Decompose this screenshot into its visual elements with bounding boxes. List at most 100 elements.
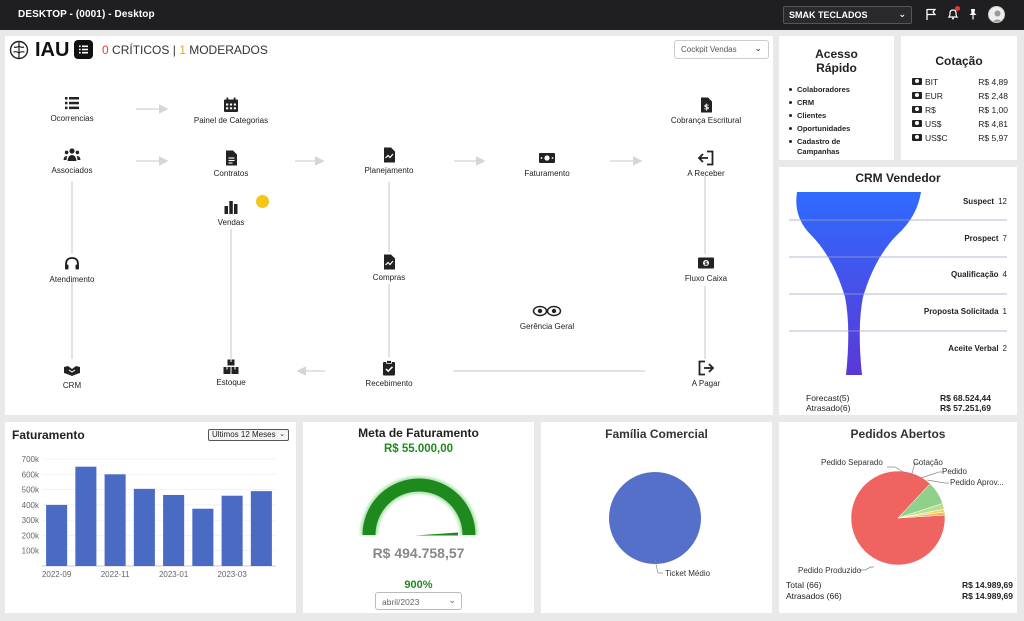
pie-slice-ticket-medio[interactable] [609, 472, 701, 564]
chevron-down-icon: ⌄ [279, 431, 285, 438]
pedidos-pie-chart: Pedido Produzido Pedido Separado Cotação… [798, 458, 1004, 575]
flow-node-label: Painel de Categorias [193, 116, 269, 125]
funnel-stage[interactable]: Prospect 7 [964, 234, 1007, 243]
flow-node-atendimento[interactable]: Atendimento [17, 255, 127, 284]
bar[interactable] [46, 504, 68, 566]
flow-node-contratos[interactable]: Contratos [176, 149, 286, 178]
pedidos-total-row: Total (66) R$ 14.989,69 [786, 580, 1013, 590]
funnel-stage[interactable]: Proposta Solicitada 1 [923, 307, 1007, 316]
flow-node-cobranca-escritural[interactable]: $ Cobrança Escritural [651, 96, 761, 125]
quick-access-item[interactable]: CRM [789, 96, 894, 109]
handshake-icon [64, 366, 80, 376]
gauge-arc [362, 478, 476, 536]
quick-access-item[interactable]: Cadastro de Campanhas [789, 135, 894, 157]
month-select-value: abril/2023 [382, 597, 420, 607]
funnel-stage[interactable]: Aceite Verbal 2 [948, 344, 1007, 353]
pin-icon[interactable] [966, 7, 980, 21]
bar[interactable] [75, 466, 97, 566]
pedidos-abertos-panel: Pedidos Abertos Pedido Produzido Pedido … [779, 422, 1017, 613]
month-select[interactable]: abril/2023 ⌄ [375, 592, 462, 610]
flow-node-ocorrencias[interactable]: Ocorrencias [17, 94, 127, 123]
quick-access-item[interactable]: Clientes [789, 109, 894, 122]
brand-logo-text: IAU [35, 39, 70, 61]
criticos-count: 0 [102, 43, 109, 57]
flow-node-gerencia-geral[interactable]: Gerência Geral [492, 302, 602, 331]
y-tick-label: 400k [22, 501, 40, 510]
flow-node-label: CRM [62, 381, 82, 390]
bar[interactable] [104, 474, 126, 566]
bar[interactable] [250, 491, 272, 566]
flag-icon[interactable] [924, 7, 938, 21]
flow-node-vendas[interactable]: Vendas [176, 198, 286, 227]
meta-gauge [360, 476, 478, 536]
funnel-stage[interactable]: Qualificação 4 [950, 270, 1007, 279]
status-indicator-dot[interactable] [256, 195, 269, 208]
pie-label: Cotação [913, 458, 943, 467]
quick-access-title: Acesso Rápido [815, 47, 858, 75]
flow-node-planejamento[interactable]: Planejamento [334, 146, 444, 175]
exchange-rate-row: R$ R$ 1,00 [912, 105, 1008, 119]
exchange-rate-row: EUR R$ 2,48 [912, 91, 1008, 105]
meta-percent: 900% [404, 579, 433, 591]
quick-access-item[interactable]: Colaboradores [789, 83, 894, 96]
pedidos-atrasados-row: Atrasados (66) R$ 14.989,69 [786, 591, 1013, 601]
currency-icon [912, 134, 922, 141]
pie-label: Ticket Médio [665, 569, 711, 578]
moderados-label: MODERADOS [189, 43, 268, 57]
bar[interactable] [221, 495, 243, 566]
user-avatar[interactable] [988, 6, 1005, 23]
bell-icon[interactable] [946, 7, 960, 21]
flow-node-a-receber[interactable]: A Receber [651, 149, 761, 178]
flow-node-a-pagar[interactable]: A Pagar [651, 359, 761, 388]
flow-node-label: Fluxo Caixa [684, 274, 728, 283]
calendar-icon [224, 97, 238, 112]
flow-node-associados[interactable]: Associados [17, 146, 127, 175]
pie-label: Pedido Aprov... [950, 478, 1004, 487]
boxes-icon [223, 359, 239, 374]
flow-node-compras[interactable]: Compras [334, 253, 444, 282]
file-chart-icon [384, 147, 395, 163]
pie-slice[interactable] [897, 511, 946, 519]
crm-funnel-panel: CRM Vendedor Suspect 12 Prospect 7 Qualifi… [779, 167, 1017, 415]
funnel-stage[interactable]: Suspect 12 [962, 197, 1007, 206]
quick-access-list: Colaboradores CRM Clientes Oportunidades… [789, 83, 894, 157]
quick-access-panel: Acesso Rápido Colaboradores CRM Clientes … [779, 36, 894, 160]
chevron-down-icon: ⌄ [754, 43, 762, 53]
y-tick-label: 200k [22, 531, 40, 540]
y-tick-label: 100k [22, 547, 40, 556]
flow-node-label: Cobrança Escritural [670, 116, 742, 125]
bar[interactable] [192, 508, 214, 566]
flow-node-label: Atendimento [49, 275, 95, 284]
flow-node-label: Faturamento [524, 169, 570, 178]
y-tick-label: 600k [22, 470, 40, 479]
flow-node-label: Associados [51, 166, 93, 175]
flow-node-label: A Pagar [691, 379, 721, 388]
flow-node-crm[interactable]: CRM [17, 361, 127, 390]
exchange-rate-row: US$C R$ 5,97 [912, 133, 1008, 147]
moderados-count: 1 [179, 43, 186, 57]
currency-icon [912, 78, 922, 85]
quick-access-item[interactable]: Oportunidades [789, 122, 894, 135]
period-select[interactable]: Ultimos 12 Meses ⌄ [208, 429, 289, 441]
flow-node-recebimento[interactable]: Recebimento [334, 359, 444, 388]
company-select[interactable]: SMAK TECLADOS ⌄ [783, 6, 912, 24]
company-select-value: SMAK TECLADOS [789, 10, 868, 20]
faturamento-panel: Faturamento Ultimos 12 Meses ⌄ 100k 200k 3… [5, 422, 296, 613]
x-tick-label: 2023-03 [217, 570, 247, 579]
exchange-rates-panel: Cotação BIT R$ 4,89 EUR R$ 2,48 R$ R$ 1,00 … [901, 36, 1017, 160]
alert-status[interactable]: 0 CRÍTICOS | 1 MODERADOS [102, 43, 268, 57]
list-menu-button[interactable] [74, 40, 93, 59]
flow-node-faturamento[interactable]: Faturamento [492, 149, 602, 178]
cockpit-select[interactable]: Cockpit Vendas ⌄ [674, 40, 769, 59]
bar[interactable] [133, 488, 155, 566]
y-tick-label: 700k [22, 455, 40, 464]
svg-text:$: $ [704, 103, 710, 112]
flow-node-painel-categorias[interactable]: Painel de Categorias [176, 96, 286, 125]
flow-node-fluxo-caixa[interactable]: $ Fluxo Caixa [651, 254, 761, 283]
funnel-chart [789, 192, 1007, 375]
familia-pie-chart: Ticket Médio [609, 472, 711, 578]
flow-node-estoque[interactable]: Estoque [176, 358, 286, 387]
currency-icon [912, 106, 922, 113]
x-tick-label: 2022-09 [42, 570, 72, 579]
bar[interactable] [163, 494, 185, 566]
